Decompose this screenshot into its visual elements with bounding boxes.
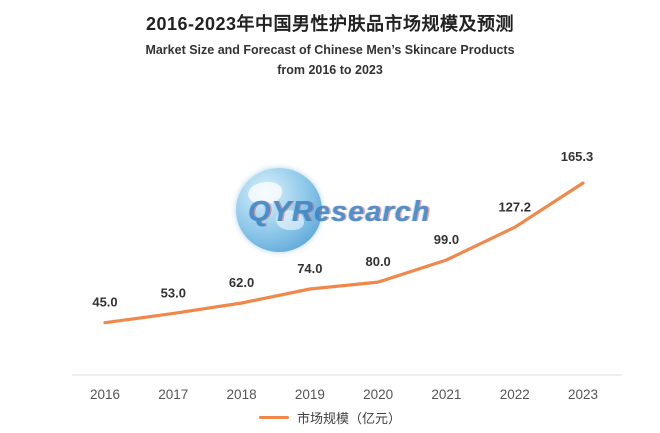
data-label: 127.2 (498, 199, 531, 214)
data-label: 165.3 (561, 149, 594, 164)
chart-header: 2016-2023年中国男性护肤品市场规模及预测 Market Size and… (0, 0, 660, 77)
data-label: 99.0 (434, 232, 459, 247)
chart-legend: 市场规模（亿元） (0, 408, 660, 427)
x-axis-label: 2018 (227, 387, 257, 402)
chart-subtitle-line1: Market Size and Forecast of Chinese Men’… (145, 43, 515, 57)
x-axis-label: 2019 (295, 387, 325, 402)
x-axis-label: 2017 (158, 387, 188, 402)
x-axis-label: 2020 (363, 387, 393, 402)
x-axis-label: 2022 (500, 387, 530, 402)
data-label: 45.0 (92, 295, 117, 310)
data-label: 80.0 (365, 254, 390, 269)
chart-subtitle-line2: from 2016 to 2023 (277, 63, 383, 77)
legend-line-swatch (258, 416, 289, 419)
x-axis-label: 2023 (568, 387, 598, 402)
legend-label: 市场规模（亿元） (296, 411, 401, 426)
data-label: 74.0 (297, 261, 322, 276)
x-axis-label: 2016 (90, 387, 120, 402)
data-label: 62.0 (229, 275, 254, 290)
x-axis-label: 2021 (431, 387, 461, 402)
series-line (103, 181, 585, 325)
chart-title: 2016-2023年中国男性护肤品市场规模及预测 (145, 14, 515, 34)
data-label: 53.0 (161, 285, 186, 300)
